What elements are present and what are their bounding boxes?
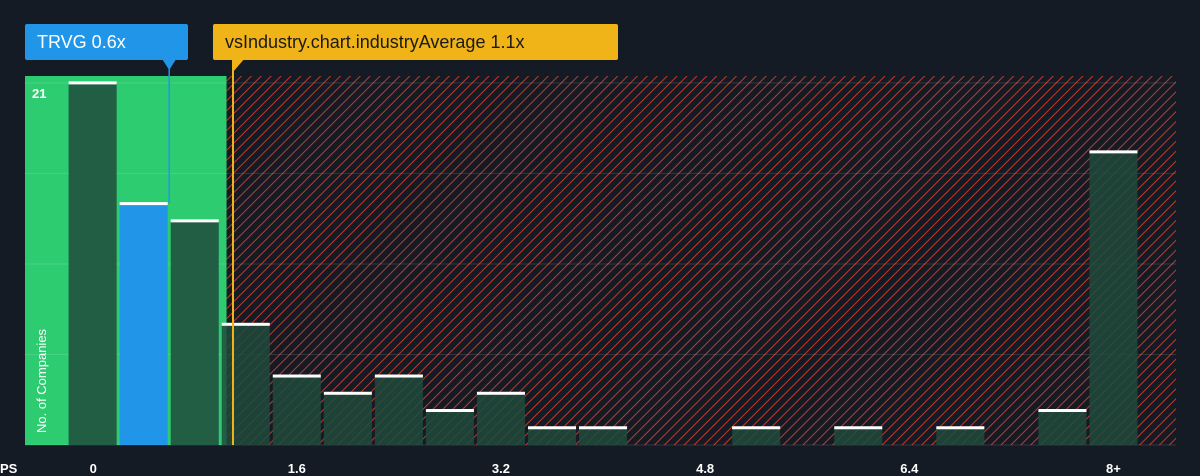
histogram-bar <box>936 427 985 445</box>
y-axis-label: No. of Companies <box>34 328 49 433</box>
histogram-bar <box>834 427 883 445</box>
histogram-bar <box>527 427 577 445</box>
histogram-bar <box>425 410 474 445</box>
bar-top-marker <box>1089 150 1138 154</box>
bar-top-marker <box>68 81 117 85</box>
x-tick-label: 6.4 <box>900 461 919 476</box>
x-tick-label: 3.2 <box>492 461 510 476</box>
x-tick-label: 1.6 <box>288 461 306 476</box>
bar-top-marker <box>374 374 423 378</box>
bar-top-marker <box>170 219 219 223</box>
industry-marker-pointer <box>232 58 245 72</box>
histogram-bar <box>272 376 321 445</box>
x-axis-label: PS <box>0 461 18 476</box>
histogram-bar <box>170 220 219 445</box>
histogram-bar <box>476 393 525 445</box>
company-callout: TRVG 0.6x <box>25 24 188 60</box>
bar-top-marker <box>272 374 321 378</box>
bar-top-marker <box>323 391 372 395</box>
company-callout-label: TRVG 0.6x <box>37 32 126 52</box>
industry-average-callout: vsIndustry.chart.industryAverage 1.1x <box>213 24 618 60</box>
x-tick-label: 8+ <box>1106 461 1121 476</box>
x-tick-label: 0 <box>90 461 97 476</box>
histogram-bar <box>579 427 628 445</box>
industry-callout-label: vsIndustry.chart.industryAverage 1.1x <box>225 32 525 52</box>
company-bar <box>119 203 168 445</box>
histogram-bar <box>1038 410 1087 445</box>
bar-top-marker <box>221 322 270 326</box>
bar-top-marker <box>476 391 525 395</box>
bar-top-marker <box>425 409 474 413</box>
company-marker-pointer <box>162 59 177 70</box>
bar-top-marker <box>834 426 883 430</box>
x-tick-label: 4.8 <box>696 461 714 476</box>
bar-top-marker <box>119 202 168 206</box>
histogram-bar <box>732 427 781 445</box>
histogram-bar <box>221 324 270 445</box>
histogram-bar <box>1089 151 1138 446</box>
bar-top-marker <box>579 426 628 430</box>
histogram-bar <box>68 82 117 446</box>
y-tick-label: 21 <box>32 86 46 101</box>
bar-top-marker <box>1038 409 1087 413</box>
bar-top-marker <box>732 426 781 430</box>
bar-top-marker <box>936 426 985 430</box>
overvalued-zone <box>226 76 1177 445</box>
histogram-bar <box>374 376 423 445</box>
histogram-bar <box>323 393 372 445</box>
bar-top-marker <box>527 426 577 430</box>
